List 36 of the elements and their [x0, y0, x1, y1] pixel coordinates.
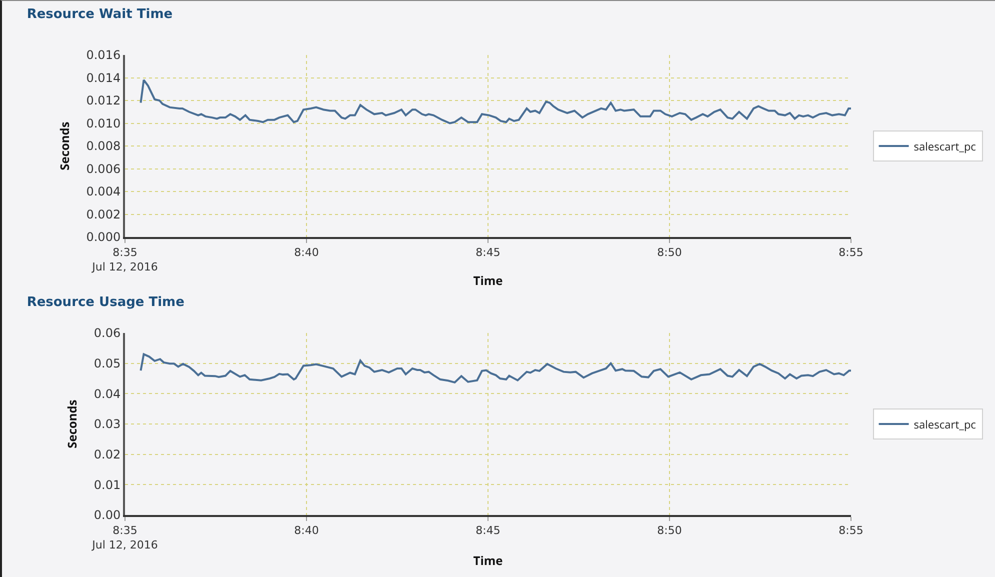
chart-title: Resource Wait Time: [26, 7, 173, 22]
x-tick-label: 8:55: [838, 246, 864, 260]
x-tick-label: 8:45: [476, 524, 500, 538]
line-series: [140, 79, 851, 124]
y-tick-label: 0.016: [86, 48, 121, 62]
y-tick-label: 0.00: [94, 508, 121, 522]
x-tick-label: 8:45: [476, 246, 500, 260]
legend-label: salescart_pc: [914, 139, 976, 154]
x-tick-label: 8:50: [657, 524, 682, 538]
y-tick-label: 0.004: [86, 184, 121, 199]
y-tick-label: 0.06: [94, 326, 121, 340]
x-tick-label: 8:50: [657, 246, 682, 260]
x-axis-title: Time: [473, 552, 503, 569]
line-series: [140, 353, 851, 384]
y-tick-label: 0.014: [86, 70, 121, 85]
y-tick-label: 0.04: [94, 386, 121, 401]
y-tick-label: 0.02: [94, 448, 121, 462]
y-tick-label: 0.008: [86, 139, 121, 154]
y-tick-label: 0.012: [86, 94, 121, 108]
y-axis-title: Seconds: [56, 122, 74, 170]
chart-title: Resource Usage Time: [26, 295, 185, 310]
x-tick-label: 8:40: [294, 524, 319, 538]
y-axis-title: Seconds: [64, 400, 81, 448]
x-tick-label: 8:55: [838, 524, 864, 538]
x-tick-label: 8:35 Jul 12, 2016: [91, 246, 158, 274]
y-tick-label: 0.01: [94, 478, 121, 492]
y-tick-label: 0.000: [86, 230, 121, 244]
y-tick-label: 0.006: [86, 162, 121, 176]
legend-label: salescart_pc: [914, 417, 976, 432]
y-tick-label: 0.010: [86, 116, 121, 130]
x-tick-label: 8:35 Jul 12, 2016: [91, 524, 158, 552]
x-axis-title: Time: [473, 272, 503, 289]
y-tick-label: 0.002: [86, 207, 121, 222]
y-tick-label: 0.03: [94, 417, 121, 432]
x-tick-label: 8:40: [294, 246, 319, 260]
y-tick-label: 0.05: [94, 356, 121, 371]
